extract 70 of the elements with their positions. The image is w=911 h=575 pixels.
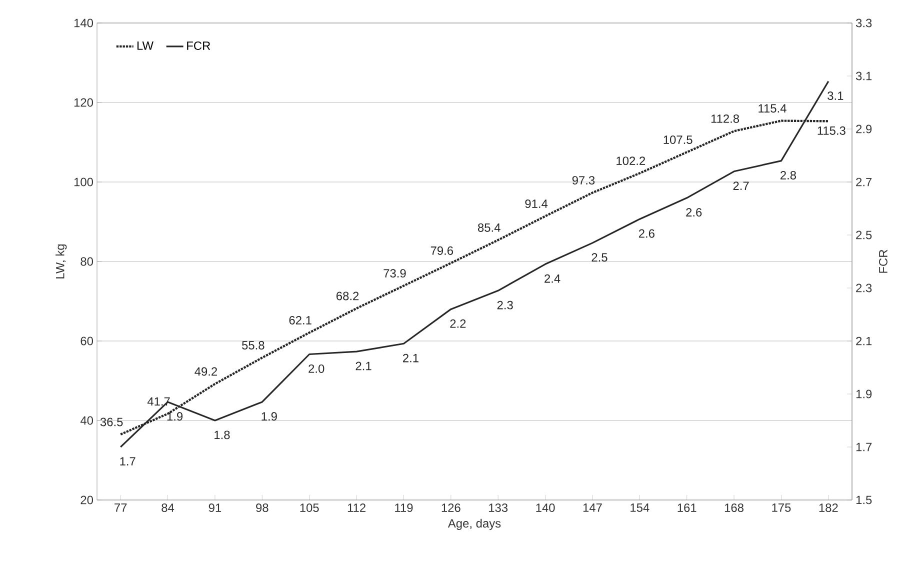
y2-tick-label: 2.9	[856, 124, 872, 134]
y2-tick-label: 1.7	[856, 442, 872, 452]
data-label: 73.9	[384, 269, 406, 278]
data-label: 36.5	[100, 418, 123, 426]
y2-tick-label: 1.9	[856, 390, 872, 398]
x-tick-label: 154	[630, 504, 650, 512]
x-tick-label: 84	[162, 504, 174, 512]
data-label: 115.3	[818, 126, 846, 135]
x-tick-label: 140	[536, 504, 555, 512]
x-axis-title: Age, days	[448, 518, 501, 530]
data-label: 1.8	[214, 430, 230, 440]
x-tick-label: 105	[300, 504, 319, 512]
data-label: 2.0	[308, 364, 324, 373]
data-label: 1.7	[120, 457, 136, 466]
data-label: 2.1	[356, 362, 372, 370]
data-label: 97.3	[572, 176, 595, 185]
data-label: 91.4	[525, 200, 548, 208]
x-tick-label: 77	[114, 504, 127, 512]
x-tick-label: 175	[772, 504, 791, 512]
data-label: 79.6	[430, 246, 454, 255]
legend-label: FCR	[187, 41, 210, 50]
y-tick-label: 60	[80, 336, 94, 346]
data-label: 2.2	[450, 319, 466, 328]
x-tick-label: 126	[442, 504, 460, 512]
y2-tick-label: 2.3	[856, 284, 872, 292]
data-label: 115.4	[758, 104, 786, 113]
y-tick-label: 40	[80, 416, 94, 425]
x-tick-label: 168	[724, 504, 744, 512]
data-label: 1.9	[167, 412, 183, 421]
y-tick-label: 140	[74, 18, 94, 28]
x-tick-label: 112	[348, 504, 366, 512]
y2-tick-label: 2.1	[856, 336, 872, 346]
y2-tick-label: 3.1	[856, 72, 872, 80]
data-label: 49.2	[194, 367, 217, 376]
data-label: 2.7	[733, 182, 749, 190]
data-label: 2.3	[497, 300, 513, 310]
x-tick-label: 182	[819, 504, 838, 512]
data-label: 2.6	[686, 208, 702, 217]
x-tick-label: 98	[256, 504, 268, 512]
y-tick-label: 20	[80, 496, 94, 504]
data-label: 3.1	[828, 92, 844, 100]
legend-label: LW	[137, 42, 154, 50]
data-label: 2.6	[638, 229, 654, 238]
y-tick-label: 100	[74, 178, 94, 186]
y-tick-label: 80	[80, 257, 94, 266]
x-tick-label: 91	[208, 504, 222, 512]
data-label: 2.8	[780, 171, 796, 180]
data-label: 2.4	[544, 274, 560, 283]
x-tick-label: 147	[583, 504, 602, 512]
x-tick-label: 161	[678, 504, 696, 512]
y2-tick-label: 1.5	[856, 496, 872, 504]
x-tick-label: 133	[489, 504, 508, 512]
y-axis-title: LW, kg	[56, 244, 67, 278]
data-label: 41.7	[147, 397, 170, 406]
data-label: 62.1	[289, 316, 312, 324]
y-tick-label: 120	[74, 98, 94, 107]
y2-tick-label: 2.7	[856, 178, 872, 186]
y2-tick-label: 3.3	[856, 18, 872, 28]
data-label: 102.2	[616, 156, 646, 166]
data-label: 55.8	[242, 341, 264, 350]
data-label: 2.5	[592, 253, 608, 262]
data-label: 107.5	[664, 136, 692, 144]
data-label: 112.8	[711, 114, 740, 123]
y2-axis-title: FCR	[878, 250, 888, 273]
data-label: 2.1	[403, 354, 418, 362]
x-tick-label: 119	[395, 504, 413, 512]
y2-tick-label: 2.5	[856, 230, 872, 240]
data-label: 1.9	[262, 412, 277, 421]
data-label: 68.2	[336, 292, 359, 300]
data-label: 85.4	[478, 223, 500, 232]
